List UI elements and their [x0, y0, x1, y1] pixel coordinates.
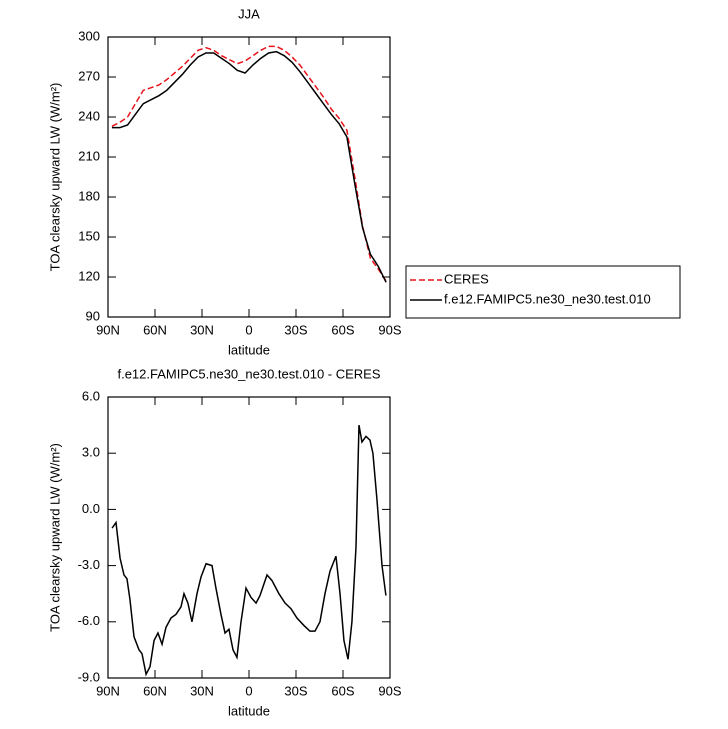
- plot-frame: [107, 396, 391, 679]
- x-tick-label: 90S: [378, 683, 401, 698]
- data-line: [111, 50, 387, 283]
- y-tick-label: -3.0: [78, 557, 100, 572]
- x-tick-label: 30S: [284, 683, 307, 698]
- x-tick-label: 90N: [96, 322, 120, 337]
- y-tick-label: -6.0: [78, 613, 100, 628]
- y-tick-label: 180: [78, 188, 100, 203]
- legend-box: [405, 265, 681, 319]
- y-tick-label: 120: [78, 268, 100, 283]
- x-axis-label: latitude: [228, 703, 270, 718]
- chart-title: f.e12.FAMIPC5.ne30_ne30.test.010 - CERES: [117, 366, 380, 381]
- x-tick-label: 30S: [284, 322, 307, 337]
- chart-title: JJA: [238, 6, 260, 21]
- y-tick-label: 0.0: [82, 501, 100, 516]
- x-tick-label: 90S: [378, 322, 401, 337]
- y-tick-label: 210: [78, 148, 100, 163]
- x-tick-label: 30N: [190, 683, 214, 698]
- legend-label: CERES: [444, 271, 489, 286]
- y-axis-label: TOA clearsky upward LW (W/m²): [47, 83, 62, 272]
- y-tick-label: 300: [78, 28, 100, 43]
- y-tick-label: 90: [86, 308, 100, 323]
- x-tick-label: 0: [245, 322, 252, 337]
- y-tick-label: 150: [78, 228, 100, 243]
- x-tick-label: 60S: [331, 322, 354, 337]
- x-tick-label: 60N: [143, 322, 167, 337]
- x-tick-label: 30N: [190, 322, 214, 337]
- plot-frame: [107, 36, 391, 318]
- x-tick-label: 0: [245, 683, 252, 698]
- y-axis-label: TOA clearsky upward LW (W/m²): [47, 443, 62, 632]
- legend-label: f.e12.FAMIPC5.ne30_ne30.test.010: [444, 291, 651, 306]
- y-tick-label: 270: [78, 68, 100, 83]
- y-tick-label: -9.0: [78, 669, 100, 684]
- y-tick-label: 6.0: [82, 388, 100, 403]
- x-axis-label: latitude: [228, 342, 270, 357]
- y-tick-label: 240: [78, 108, 100, 123]
- x-tick-label: 60N: [143, 683, 167, 698]
- x-tick-label: 60S: [331, 683, 354, 698]
- data-line: [111, 45, 387, 282]
- y-tick-label: 3.0: [82, 445, 100, 460]
- data-line: [111, 424, 387, 677]
- x-tick-label: 90N: [96, 683, 120, 698]
